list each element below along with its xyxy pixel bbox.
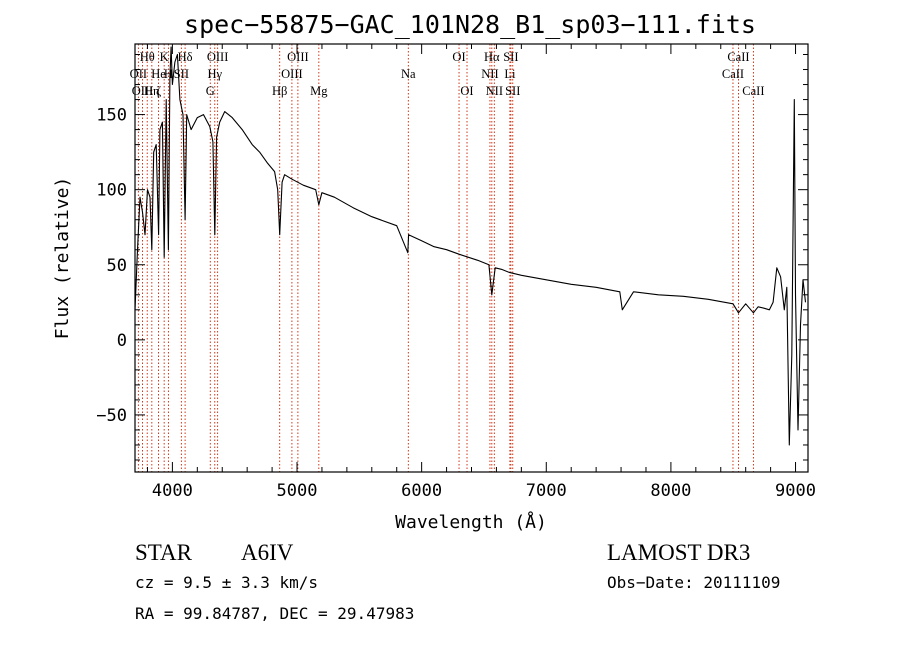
y-tick-label: 100 [96,181,127,201]
line-marker-label: OIII [281,67,303,81]
line-marker-label: ζ [156,84,161,98]
line-marker-label: SII [174,67,189,81]
survey-name: LAMOST DR3 [607,540,751,565]
line-marker-label: OII [130,67,147,81]
object-type: STAR [135,540,192,565]
y-axis-ticks: −50 0 50 100 150 [96,54,808,461]
line-marker-label: Hδ [178,50,193,64]
line-marker-label: OIII [207,50,229,64]
spectral-line-markers [137,44,754,472]
line-marker-label: Hθ [140,50,155,64]
y-axis-label: Flux (relative) [52,177,73,340]
line-marker-label: SII [503,50,518,64]
line-marker-label: CaII [742,84,764,98]
y-tick-label: 0 [117,331,127,351]
line-marker-label: Hη [144,84,160,98]
line-marker-label: SII [505,84,520,98]
chart-title: spec−55875−GAC_101N28_B1_sp03−111.fits [184,10,756,39]
line-marker-label: NII [481,67,498,81]
x-axis-ticks: 4000 5000 6000 7000 8000 9000 [146,44,816,501]
line-marker-label: K [160,50,169,64]
line-marker-label: OI [452,50,465,64]
line-marker-label: NII [486,84,503,98]
line-marker-label: He [151,67,166,81]
object-subclass: A6IV [241,540,294,565]
x-tick-label: 7000 [526,481,567,501]
line-marker-label: Mg [310,84,328,98]
line-marker-label: CaII [722,67,744,81]
line-marker-label: G [206,84,215,98]
x-axis-label: Wavelength (Å) [395,511,547,533]
line-marker-label: Hβ [272,84,287,98]
y-tick-label: 150 [96,106,127,126]
line-marker-label: H [164,67,173,81]
y-tick-label: 50 [107,256,127,276]
y-tick-label: −50 [96,406,127,426]
line-marker-label: Li [504,67,516,81]
obs-date: Obs−Date: 20111109 [607,573,781,592]
line-marker-label: OI [460,84,473,98]
line-marker-label: OIII [132,84,154,98]
line-marker-label: CaII [727,50,749,64]
x-tick-label: 4000 [152,481,193,501]
line-marker-label: OIII [287,50,309,64]
line-marker-label: Hα [484,50,500,64]
line-marker-label: Na [401,67,416,81]
x-tick-label: 6000 [401,481,442,501]
redshift-readout: cz = 9.5 ± 3.3 km/s [135,573,319,592]
coordinates-readout: RA = 99.84787, DEC = 29.47983 [135,604,415,623]
x-tick-label: 8000 [650,481,691,501]
flux-series-line [134,46,807,446]
x-tick-label: 9000 [775,481,816,501]
line-marker-label: Hγ [207,67,222,81]
x-tick-label: 5000 [277,481,318,501]
